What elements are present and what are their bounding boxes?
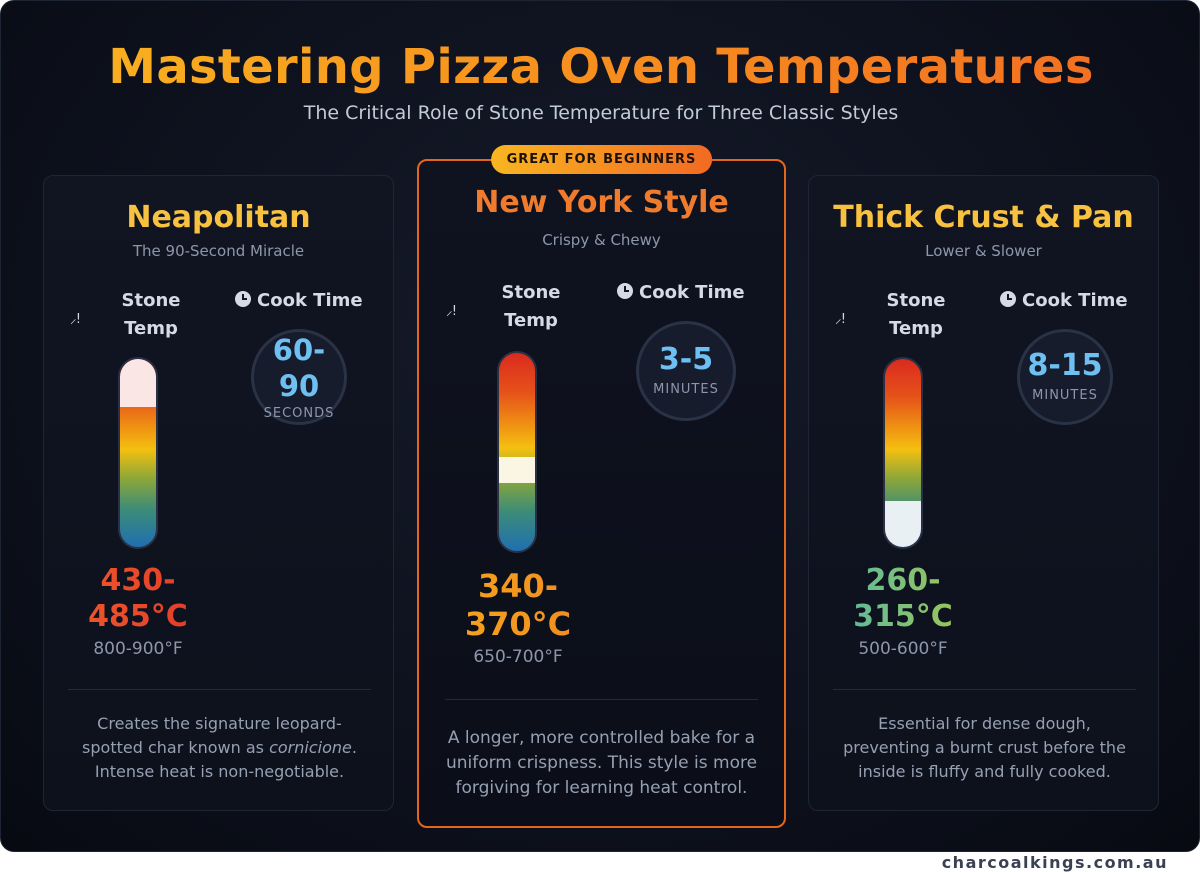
card-title: Thick Crust & Pan (833, 200, 1134, 235)
thermometer-icon: ⸝ǃ (446, 304, 457, 319)
temp-celsius: 430- 485°C (64, 563, 212, 635)
card-title: Neapolitan (126, 200, 311, 235)
temp-celsius: 340- 370°C (443, 567, 593, 643)
cook-time-unit: SECONDS (263, 406, 335, 421)
page-title: Mastering Pizza Oven Temperatures (1, 39, 1200, 95)
card-thick-crust: Thick Crust & Pan Lower & Slower ⸝ǃ Ston… (808, 175, 1159, 811)
card-title: New York Style (474, 185, 729, 220)
stone-temp-label: Stone Temp (121, 290, 181, 339)
cook-time-value: 3-5 (658, 342, 714, 377)
cook-time-dial: 60- 90 SECONDS (251, 329, 347, 425)
card-tagline: Lower & Slower (925, 242, 1042, 260)
page-subtitle: The Critical Role of Stone Temperature f… (303, 102, 899, 124)
card-tagline: Crispy & Chewy (542, 231, 661, 249)
temperature-gauge (497, 351, 537, 553)
card-description: A longer, more controlled bake for a uni… (445, 728, 758, 798)
temp-fahrenheit: 800-900°F (93, 639, 183, 659)
stone-temp-label: Stone Temp (886, 290, 946, 339)
card-neapolitan: Neapolitan The 90-Second Miracle ⸝ǃ Ston… (43, 175, 394, 811)
cook-time-value: 60- 90 (272, 333, 326, 403)
thermometer-icon: ⸝ǃ (70, 312, 81, 327)
cook-time-dial: 8-15 MINUTES (1017, 329, 1113, 425)
clock-icon (617, 283, 633, 299)
clock-icon (1000, 291, 1016, 307)
cook-time-unit: MINUTES (1032, 388, 1098, 403)
stone-temp-label: Stone Temp (501, 282, 561, 331)
beginner-badge: GREAT FOR BEGINNERS (490, 145, 713, 174)
divider (833, 689, 1136, 690)
cook-time-label: Cook Time (617, 282, 745, 303)
temp-fahrenheit: 650-700°F (473, 647, 563, 667)
card-description: Creates the signature leopard-spotted ch… (82, 714, 357, 781)
footer-link[interactable]: charcoalkings.com.au (941, 853, 1168, 872)
infographic-panel: Mastering Pizza Oven Temperatures The Cr… (0, 0, 1200, 852)
temp-fahrenheit: 500-600°F (858, 639, 948, 659)
cook-time-value: 8-15 (1027, 348, 1103, 383)
divider (68, 689, 371, 690)
card-new-york: GREAT FOR BEGINNERS New York Style Crisp… (417, 145, 786, 828)
divider (445, 699, 758, 700)
temperature-gauge (883, 357, 923, 549)
cook-time-label: Cook Time (1000, 290, 1128, 311)
clock-icon (235, 291, 251, 307)
card-description: Essential for dense dough, preventing a … (843, 714, 1126, 781)
temp-celsius: 260- 315°C (829, 563, 977, 635)
cook-time-dial: 3-5 MINUTES (636, 321, 736, 421)
thermometer-icon: ⸝ǃ (835, 312, 846, 327)
temperature-gauge (118, 357, 158, 549)
cook-time-label: Cook Time (235, 290, 363, 311)
cook-time-unit: MINUTES (653, 382, 719, 397)
card-tagline: The 90-Second Miracle (132, 242, 305, 260)
